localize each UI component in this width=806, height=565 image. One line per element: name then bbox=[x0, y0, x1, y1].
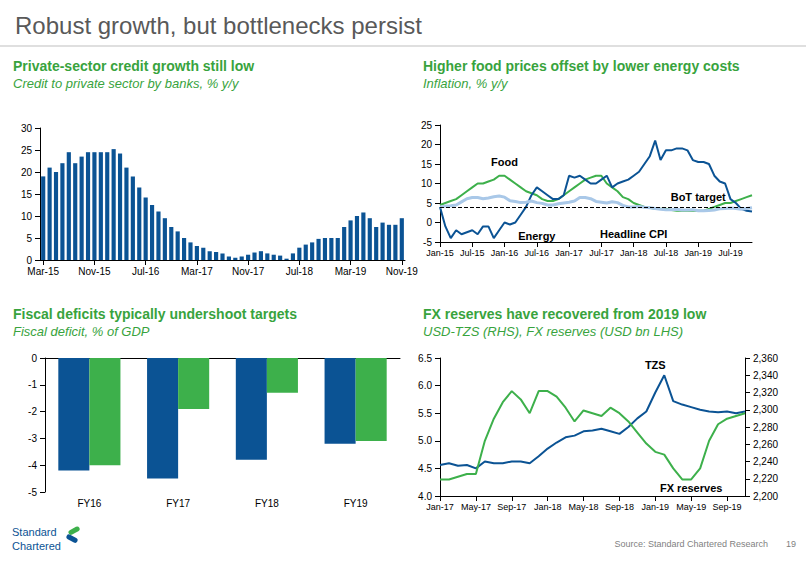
svg-text:BoT target: BoT target bbox=[671, 191, 726, 203]
svg-text:-3: -3 bbox=[28, 433, 37, 444]
svg-text:May-18: May-18 bbox=[569, 502, 599, 512]
svg-text:2,200: 2,200 bbox=[753, 491, 778, 502]
svg-text:2,320: 2,320 bbox=[753, 387, 778, 398]
svg-text:-5: -5 bbox=[423, 237, 432, 248]
svg-text:2,220: 2,220 bbox=[753, 473, 778, 484]
svg-text:Inflation, % y/y: Inflation, % y/y bbox=[423, 76, 509, 91]
svg-text:May-17: May-17 bbox=[461, 502, 491, 512]
svg-text:Jan-19: Jan-19 bbox=[684, 248, 712, 258]
svg-text:2,280: 2,280 bbox=[753, 422, 778, 433]
svg-text:Chartered: Chartered bbox=[12, 540, 61, 552]
svg-text:May-19: May-19 bbox=[676, 502, 706, 512]
svg-text:Jan-18: Jan-18 bbox=[620, 248, 648, 258]
svg-text:-4: -4 bbox=[28, 460, 37, 471]
svg-text:Jul-18: Jul-18 bbox=[286, 266, 314, 277]
svg-text:0: 0 bbox=[26, 255, 32, 266]
svg-text:Jan-16: Jan-16 bbox=[491, 248, 519, 258]
svg-text:2,340: 2,340 bbox=[753, 370, 778, 381]
svg-text:Mar-15: Mar-15 bbox=[27, 266, 59, 277]
svg-text:Mar-19: Mar-19 bbox=[335, 266, 367, 277]
svg-text:Sep-17: Sep-17 bbox=[497, 502, 526, 512]
svg-text:-5: -5 bbox=[28, 487, 37, 498]
svg-text:Standard: Standard bbox=[12, 526, 57, 538]
svg-text:30: 30 bbox=[21, 123, 33, 134]
svg-text:2,260: 2,260 bbox=[753, 439, 778, 450]
svg-text:-2: -2 bbox=[28, 406, 37, 417]
svg-text:6.0: 6.0 bbox=[418, 380, 432, 391]
svg-text:Jul-17: Jul-17 bbox=[589, 248, 614, 258]
svg-text:10: 10 bbox=[421, 178, 433, 189]
svg-text:Jan-17: Jan-17 bbox=[555, 248, 583, 258]
svg-text:FX reserves: FX reserves bbox=[660, 482, 722, 494]
svg-text:Jul-16: Jul-16 bbox=[525, 248, 550, 258]
svg-text:Robust growth, but bottlenecks: Robust growth, but bottlenecks persist bbox=[15, 12, 422, 39]
svg-text:10: 10 bbox=[21, 211, 33, 222]
svg-text:4.5: 4.5 bbox=[418, 463, 432, 474]
svg-text:Higher food prices offset by l: Higher food prices offset by lower energ… bbox=[423, 58, 740, 74]
svg-text:USD-TZS (RHS), FX reserves (US: USD-TZS (RHS), FX reserves (USD bn LHS) bbox=[423, 324, 683, 339]
svg-text:5: 5 bbox=[26, 233, 32, 244]
svg-text:0: 0 bbox=[31, 353, 37, 364]
svg-text:Private-sector credit growth s: Private-sector credit growth still low bbox=[13, 58, 254, 74]
svg-text:15: 15 bbox=[21, 189, 33, 200]
svg-text:Source: Standard Chartered Res: Source: Standard Chartered Research bbox=[614, 539, 768, 549]
svg-text:25: 25 bbox=[421, 120, 433, 131]
svg-text:20: 20 bbox=[21, 167, 33, 178]
svg-text:Mar-17: Mar-17 bbox=[181, 266, 213, 277]
svg-text:5: 5 bbox=[426, 198, 432, 209]
svg-text:Jul-16: Jul-16 bbox=[132, 266, 160, 277]
svg-text:Jul-19: Jul-19 bbox=[718, 248, 743, 258]
svg-text:Energy: Energy bbox=[518, 230, 556, 242]
svg-text:5.5: 5.5 bbox=[418, 408, 432, 419]
svg-text:Jul-15: Jul-15 bbox=[460, 248, 485, 258]
svg-text:4.0: 4.0 bbox=[418, 491, 432, 502]
svg-text:20: 20 bbox=[421, 139, 433, 150]
svg-text:6.5: 6.5 bbox=[418, 353, 432, 364]
svg-text:-1: -1 bbox=[28, 379, 37, 390]
svg-text:25: 25 bbox=[21, 145, 33, 156]
svg-text:Sep-19: Sep-19 bbox=[713, 502, 742, 512]
svg-text:2,300: 2,300 bbox=[753, 404, 778, 415]
svg-text:0: 0 bbox=[426, 217, 432, 228]
svg-text:Fiscal deficits typically unde: Fiscal deficits typically undershoot tar… bbox=[13, 306, 297, 322]
svg-text:Fiscal deficit, % of GDP: Fiscal deficit, % of GDP bbox=[13, 324, 150, 339]
svg-text:Nov-15: Nov-15 bbox=[78, 266, 111, 277]
svg-text:15: 15 bbox=[421, 159, 433, 170]
svg-text:Jan-15: Jan-15 bbox=[426, 248, 454, 258]
svg-text:Credit to private sector by ba: Credit to private sector by banks, % y/y bbox=[13, 76, 240, 91]
svg-text:Jan-19: Jan-19 bbox=[642, 502, 670, 512]
svg-text:Jan-17: Jan-17 bbox=[426, 502, 454, 512]
svg-text:FY16: FY16 bbox=[77, 498, 101, 509]
svg-text:2,360: 2,360 bbox=[753, 353, 778, 364]
svg-text:Food: Food bbox=[491, 156, 518, 168]
svg-text:FX reserves have recovered fro: FX reserves have recovered from 2019 low bbox=[423, 306, 706, 322]
svg-text:Jan-18: Jan-18 bbox=[534, 502, 562, 512]
svg-text:Nov-17: Nov-17 bbox=[232, 266, 265, 277]
svg-text:FY19: FY19 bbox=[344, 498, 368, 509]
svg-text:Nov-19: Nov-19 bbox=[386, 266, 419, 277]
svg-text:TZS: TZS bbox=[645, 359, 666, 371]
svg-text:2,240: 2,240 bbox=[753, 456, 778, 467]
svg-text:Jul-18: Jul-18 bbox=[654, 248, 679, 258]
svg-text:19: 19 bbox=[786, 539, 796, 549]
svg-text:Sep-18: Sep-18 bbox=[605, 502, 634, 512]
svg-text:FY17: FY17 bbox=[166, 498, 190, 509]
svg-text:Headline CPI: Headline CPI bbox=[600, 228, 667, 240]
svg-text:FY18: FY18 bbox=[255, 498, 279, 509]
svg-text:5.0: 5.0 bbox=[418, 435, 432, 446]
